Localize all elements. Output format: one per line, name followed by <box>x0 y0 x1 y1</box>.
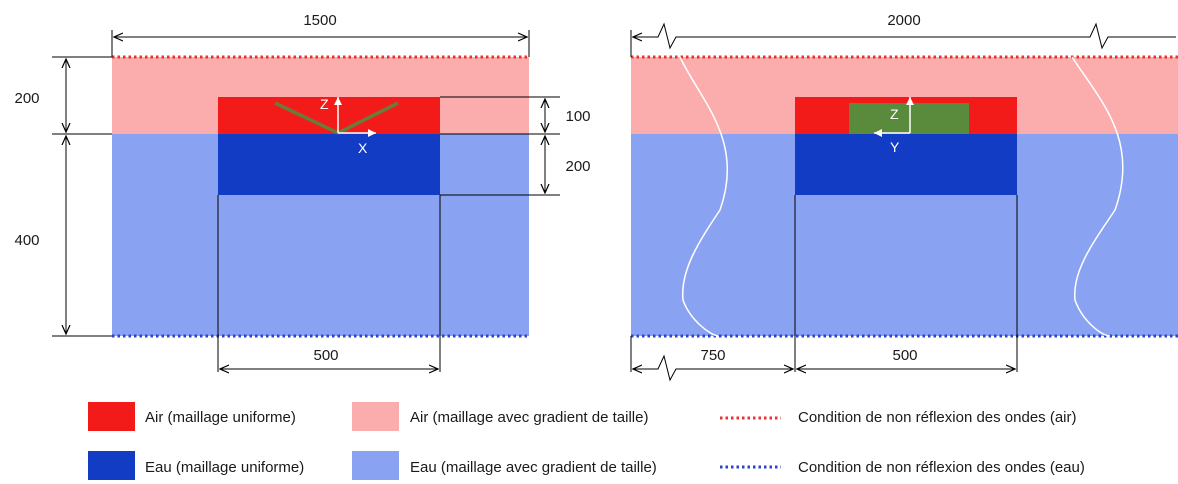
left-x-axis-label: X <box>358 140 368 156</box>
left-sample-plate <box>274 101 339 135</box>
left-inner-water-label: 200 <box>565 158 590 175</box>
break-curve <box>679 56 729 337</box>
legend-swatch-air-gradient <box>352 402 399 431</box>
legend-label-water-uniform: Eau (maillage uniforme) <box>145 459 304 476</box>
legend-label-bc-air: Condition de non réflexion des ondes (ai… <box>798 409 1077 426</box>
left-water-height-label: 400 <box>14 232 39 249</box>
break-curve <box>1071 56 1124 337</box>
legend-label-air-uniform: Air (maillage uniforme) <box>145 409 296 426</box>
legend-label-bc-water: Condition de non réflexion des ondes (ea… <box>798 459 1085 476</box>
legend-label-air-gradient: Air (maillage avec gradient de taille) <box>410 409 648 426</box>
left-sample-plate <box>337 101 399 135</box>
right-sample-block <box>849 103 969 134</box>
right-y-axis-label: Y <box>890 139 900 155</box>
right-width-dimension <box>633 22 1176 50</box>
legend: Air (maillage uniforme) Air (maillage av… <box>88 402 1085 480</box>
left-view: Z X 1500 200 400 100 200 500 <box>14 12 591 372</box>
right-offset-label: 750 <box>700 347 725 364</box>
left-air-height-label: 200 <box>14 90 39 107</box>
left-width-label: 1500 <box>303 12 336 29</box>
right-width-label: 2000 <box>887 12 920 29</box>
left-z-axis-label: Z <box>320 96 329 112</box>
right-water-uniform-zone <box>795 134 1017 195</box>
left-water-uniform-zone <box>218 134 440 195</box>
left-inner-air-label: 100 <box>565 108 590 125</box>
left-inner-width-label: 500 <box>313 347 338 364</box>
right-offset-dimension <box>633 354 793 382</box>
legend-swatch-air-uniform <box>88 402 135 431</box>
legend-label-water-gradient: Eau (maillage avec gradient de taille) <box>410 459 657 476</box>
right-view: Z Y 2000 750 500 <box>630 12 1178 382</box>
right-inner-width-label: 500 <box>892 347 917 364</box>
legend-swatch-water-gradient <box>352 451 399 480</box>
right-z-axis-label: Z <box>890 106 899 122</box>
legend-swatch-water-uniform <box>88 451 135 480</box>
